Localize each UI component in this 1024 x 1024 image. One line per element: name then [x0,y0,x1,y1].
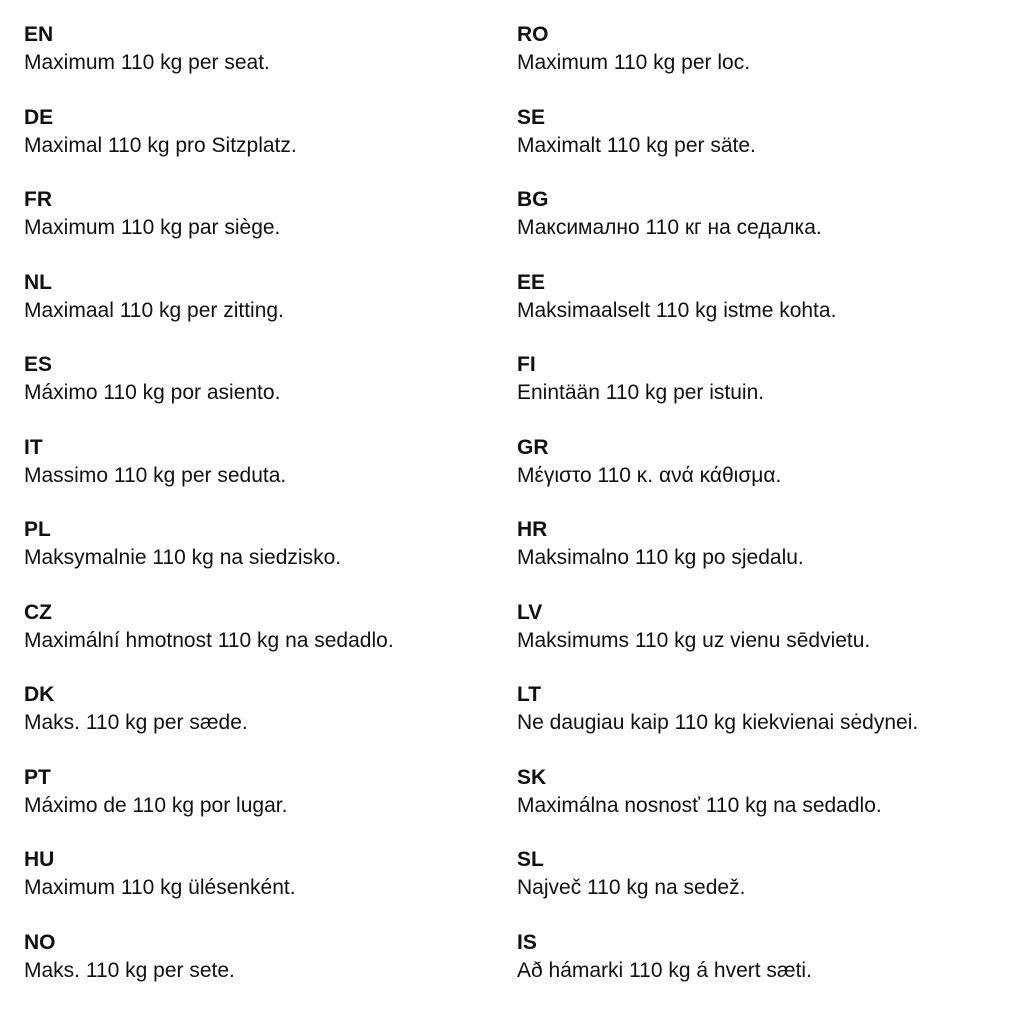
weight-limit-text: Максимално 110 кг на седалка. [517,216,822,239]
language-entry: LT Ne daugiau kaip 110 kg kiekvienai sėdy… [517,682,918,765]
language-code: EN [24,23,54,46]
weight-limit-text: Maximálna nosnosť 110 kg na sedadlo. [517,793,882,817]
weight-limit-text: Maksimalno 110 kg po sjedalu. [517,546,804,569]
language-entry: IS Að hámarki 110 kg á hvert sæti. [517,930,918,1013]
language-entry: DE Maximal 110 kg pro Sitzplatz. [24,105,394,188]
left-column: EN Maximum 110 kg per seat. DE Maximal 110 … [24,22,394,1012]
language-code: LT [517,683,542,706]
language-entry: PT Máximo de 110 kg por lugar. [24,765,394,848]
right-column: RO Maximum 110 kg per loc. SE Maximalt 110 … [517,22,918,1012]
language-code: SE [517,105,546,129]
language-code: CZ [24,600,52,624]
language-entry: SK Maximálna nosnosť 110 kg na sedadlo. [517,765,918,848]
weight-limit-text: Μέγιστο 110 κ. ανά κάθισμα. [517,463,782,487]
language-entry: FR Maximum 110 kg par siège. [24,187,394,270]
language-code: FI [517,353,536,376]
language-entry: NO Maks. 110 kg per sete. [24,930,394,1013]
language-entry: HR Maksimalno 110 kg po sjedalu. [517,517,918,600]
weight-limit-text: Máximo de 110 kg por lugar. [24,793,288,817]
weight-limit-text: Maksymalnie 110 kg na siedzisko. [24,546,342,569]
language-code: FR [24,188,52,211]
language-entry: SE Maximalt 110 kg per säte. [517,105,918,188]
weight-limit-text: Enintään 110 kg per istuin. [517,381,765,404]
weight-limit-text: Maks. 110 kg per sæde. [24,711,248,734]
language-entry: ES Máximo 110 kg por asiento. [24,352,394,435]
language-code: IT [24,435,43,459]
language-entry: RO Maximum 110 kg per loc. [517,22,918,105]
language-entry: DK Maks. 110 kg per sæde. [24,682,394,765]
weight-limit-text: Máximo 110 kg por asiento. [24,381,281,404]
language-code: SK [517,765,547,789]
language-code: NL [24,270,52,294]
weight-limit-text: Maksimums 110 kg uz vienu sēdvietu. [517,628,871,652]
language-code: RO [517,23,549,46]
language-code: ES [24,353,53,376]
weight-limit-text: Maximální hmotnost 110 kg na sedadlo. [24,628,394,652]
language-code: HU [24,848,55,871]
language-entry: FI Enintään 110 kg per istuin. [517,352,918,435]
language-code: LV [517,600,543,624]
language-code: IS [517,930,537,954]
language-entry: IT Massimo 110 kg per seduta. [24,435,394,518]
language-entry: SL Največ 110 kg na sedež. [517,847,918,930]
weight-limit-text: Maximum 110 kg par siège. [24,216,281,239]
weight-limit-text: Največ 110 kg na sedež. [517,876,746,899]
language-entry: PL Maksymalnie 110 kg na siedzisko. [24,517,394,600]
language-entry: EN Maximum 110 kg per seat. [24,22,394,105]
weight-limit-text: Maximum 110 kg ülésenként. [24,876,296,899]
weight-limit-text: Maks. 110 kg per sete. [24,958,235,982]
weight-limit-text: Maximaal 110 kg per zitting. [24,298,284,322]
language-code: PT [24,765,51,789]
language-entry: EE Maksimaalselt 110 kg istme kohta. [517,270,918,353]
weight-limit-text: Maximum 110 kg per loc. [517,51,751,74]
language-code: GR [517,435,549,459]
language-entry: BG Максимално 110 кг на седалка. [517,187,918,270]
weight-limit-text: Maximal 110 kg pro Sitzplatz. [24,133,297,157]
language-code: EE [517,270,546,294]
language-entry: HU Maximum 110 kg ülésenként. [24,847,394,930]
language-entry: LV Maksimums 110 kg uz vienu sēdvietu. [517,600,918,683]
language-code: HR [517,518,548,541]
weight-limit-text: Maximum 110 kg per seat. [24,51,270,74]
weight-limit-text: Maksimaalselt 110 kg istme kohta. [517,298,837,322]
weight-limit-text: Maximalt 110 kg per säte. [517,133,756,157]
language-code: DK [24,683,55,706]
weight-limit-text: Ne daugiau kaip 110 kg kiekvienai sėdyne… [517,711,919,734]
weight-limit-text: Að hámarki 110 kg á hvert sæti. [517,958,812,982]
language-entry: CZ Maximální hmotnost 110 kg na sedadlo. [24,600,394,683]
weight-limit-text: Massimo 110 kg per seduta. [24,463,287,487]
language-code: DE [24,105,54,129]
language-code: BG [517,188,549,211]
language-code: NO [24,930,56,954]
language-code: PL [24,518,51,541]
language-entry: GR Μέγιστο 110 κ. ανά κάθισμα. [517,435,918,518]
language-entry: NL Maximaal 110 kg per zitting. [24,270,394,353]
language-code: SL [517,848,544,871]
